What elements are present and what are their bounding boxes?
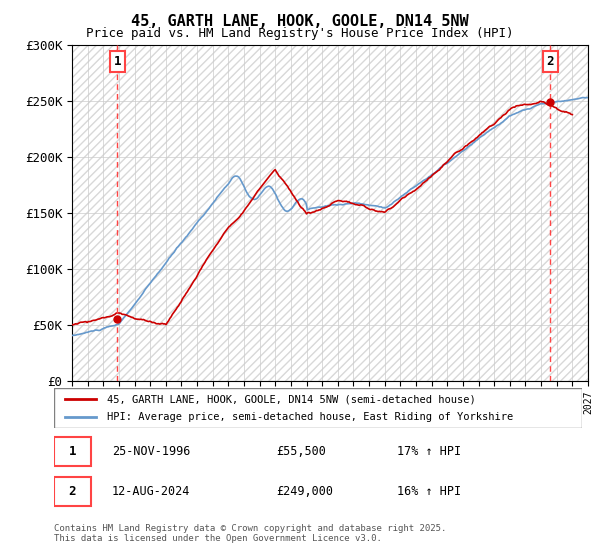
Text: 25-NOV-1996: 25-NOV-1996 — [112, 445, 190, 458]
Text: 2: 2 — [69, 485, 76, 498]
Text: Price paid vs. HM Land Registry's House Price Index (HPI): Price paid vs. HM Land Registry's House … — [86, 27, 514, 40]
Text: 12-AUG-2024: 12-AUG-2024 — [112, 485, 190, 498]
Text: 1: 1 — [69, 445, 76, 458]
Text: 45, GARTH LANE, HOOK, GOOLE, DN14 5NW: 45, GARTH LANE, HOOK, GOOLE, DN14 5NW — [131, 14, 469, 29]
FancyBboxPatch shape — [54, 477, 91, 506]
Text: Contains HM Land Registry data © Crown copyright and database right 2025.
This d: Contains HM Land Registry data © Crown c… — [54, 524, 446, 543]
Text: 45, GARTH LANE, HOOK, GOOLE, DN14 5NW (semi-detached house): 45, GARTH LANE, HOOK, GOOLE, DN14 5NW (s… — [107, 394, 476, 404]
Text: £249,000: £249,000 — [276, 485, 333, 498]
Text: 1: 1 — [113, 55, 121, 68]
Text: 16% ↑ HPI: 16% ↑ HPI — [397, 485, 461, 498]
Text: £55,500: £55,500 — [276, 445, 326, 458]
Text: 17% ↑ HPI: 17% ↑ HPI — [397, 445, 461, 458]
Text: 2: 2 — [547, 55, 554, 68]
FancyBboxPatch shape — [54, 437, 91, 466]
Text: HPI: Average price, semi-detached house, East Riding of Yorkshire: HPI: Average price, semi-detached house,… — [107, 412, 513, 422]
FancyBboxPatch shape — [54, 388, 582, 428]
